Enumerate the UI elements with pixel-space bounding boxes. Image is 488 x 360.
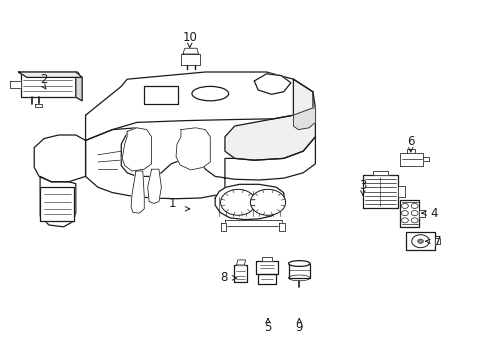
Circle shape bbox=[401, 218, 407, 223]
Polygon shape bbox=[293, 108, 315, 130]
Polygon shape bbox=[405, 232, 434, 250]
Polygon shape bbox=[19, 72, 79, 74]
Polygon shape bbox=[422, 157, 428, 161]
Circle shape bbox=[411, 235, 428, 248]
Ellipse shape bbox=[288, 261, 309, 266]
Text: 3: 3 bbox=[358, 179, 366, 192]
Circle shape bbox=[250, 189, 285, 215]
Polygon shape bbox=[10, 81, 20, 88]
Polygon shape bbox=[397, 186, 405, 197]
Polygon shape bbox=[147, 169, 161, 203]
Polygon shape bbox=[399, 153, 422, 166]
Polygon shape bbox=[262, 257, 271, 261]
Polygon shape bbox=[76, 72, 82, 101]
Polygon shape bbox=[224, 79, 315, 160]
Ellipse shape bbox=[191, 86, 228, 101]
Polygon shape bbox=[215, 184, 284, 220]
Text: 9: 9 bbox=[295, 321, 303, 334]
Polygon shape bbox=[372, 171, 387, 175]
Text: 5: 5 bbox=[264, 321, 271, 334]
Circle shape bbox=[401, 211, 407, 216]
Circle shape bbox=[410, 211, 417, 216]
Text: 2: 2 bbox=[40, 73, 48, 86]
Polygon shape bbox=[288, 264, 309, 278]
Circle shape bbox=[410, 203, 417, 208]
Text: 6: 6 bbox=[406, 135, 414, 148]
Circle shape bbox=[417, 239, 423, 243]
Polygon shape bbox=[224, 220, 281, 226]
Polygon shape bbox=[258, 274, 275, 284]
Polygon shape bbox=[278, 223, 284, 231]
Circle shape bbox=[410, 218, 417, 223]
Text: 4: 4 bbox=[429, 207, 437, 220]
Polygon shape bbox=[254, 74, 290, 94]
Text: 10: 10 bbox=[182, 31, 197, 44]
Ellipse shape bbox=[288, 275, 309, 281]
Polygon shape bbox=[85, 72, 312, 140]
Text: 7: 7 bbox=[433, 235, 441, 248]
Circle shape bbox=[401, 203, 407, 208]
Text: 1: 1 bbox=[168, 197, 176, 210]
Polygon shape bbox=[40, 187, 74, 221]
Polygon shape bbox=[144, 86, 178, 104]
Polygon shape bbox=[256, 261, 277, 274]
Polygon shape bbox=[181, 54, 200, 65]
Polygon shape bbox=[418, 210, 424, 217]
Polygon shape bbox=[131, 171, 144, 213]
Polygon shape bbox=[122, 128, 151, 171]
Polygon shape bbox=[183, 48, 198, 54]
Polygon shape bbox=[221, 223, 225, 231]
Polygon shape bbox=[176, 128, 210, 170]
Polygon shape bbox=[236, 260, 245, 265]
Polygon shape bbox=[406, 149, 414, 153]
Polygon shape bbox=[434, 238, 439, 244]
Polygon shape bbox=[20, 74, 76, 97]
Polygon shape bbox=[85, 128, 315, 199]
Text: 8: 8 bbox=[220, 271, 227, 284]
Polygon shape bbox=[35, 104, 41, 107]
Polygon shape bbox=[234, 265, 246, 282]
Polygon shape bbox=[362, 175, 397, 208]
Polygon shape bbox=[40, 176, 76, 227]
Polygon shape bbox=[34, 135, 85, 182]
Polygon shape bbox=[19, 72, 82, 77]
Polygon shape bbox=[400, 199, 418, 227]
Circle shape bbox=[220, 189, 255, 215]
